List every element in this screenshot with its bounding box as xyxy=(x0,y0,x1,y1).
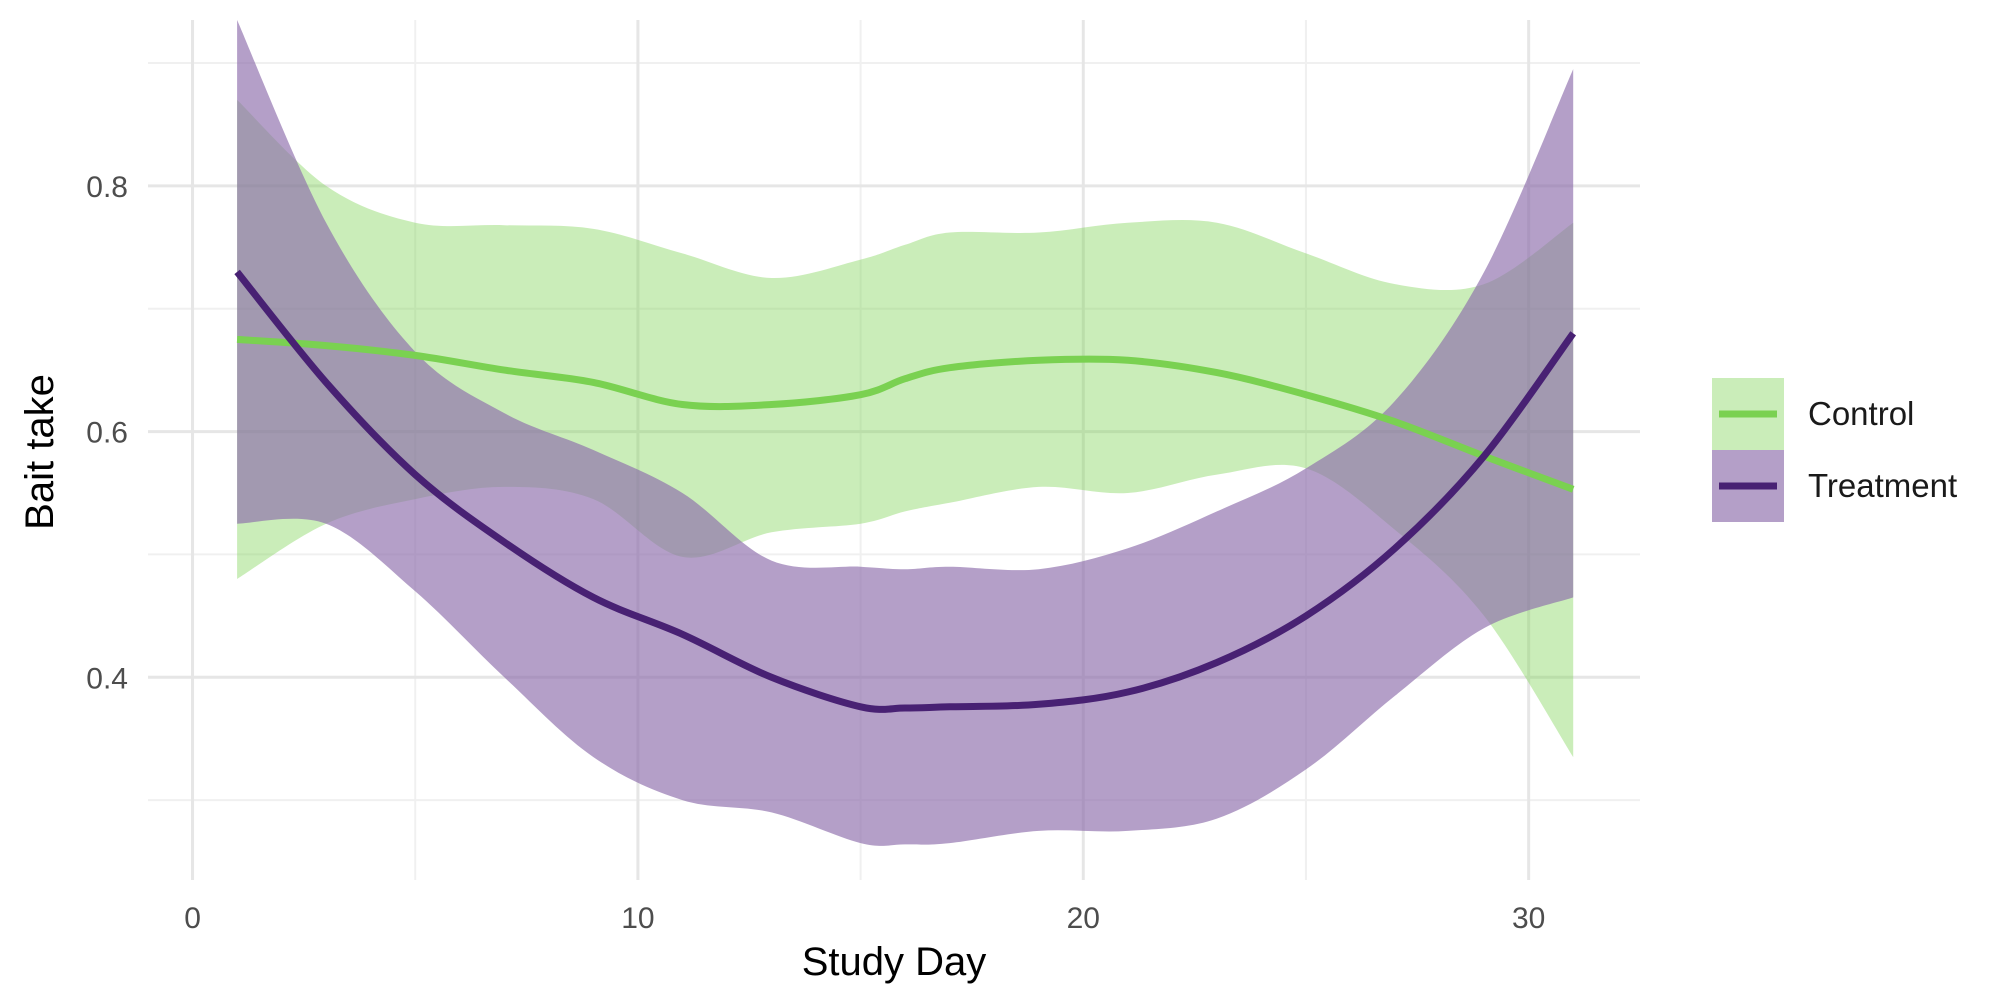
series-lines xyxy=(234,269,1577,713)
series-line-treatment xyxy=(234,269,1577,713)
x-tick-label: 30 xyxy=(1512,902,1545,935)
legend-label: Treatment xyxy=(1808,467,1957,504)
legend-item-treatment: Treatment xyxy=(1712,450,1957,522)
y-tick-label: 0.8 xyxy=(86,171,128,204)
series-line-control xyxy=(236,335,1575,493)
x-tick-label: 0 xyxy=(184,902,201,935)
legend-item-control: Control xyxy=(1712,378,1914,450)
confidence-bands xyxy=(237,20,1574,846)
x-axis-title: Study Day xyxy=(802,940,987,984)
y-tick-label: 0.4 xyxy=(86,662,128,695)
confidence-band-treatment xyxy=(237,20,1574,846)
y-axis-title: Bait take xyxy=(18,374,62,530)
y-tick-label: 0.6 xyxy=(86,417,128,450)
axis-tick-labels: 0 10 20 30 0.4 0.6 0.8 xyxy=(86,171,1545,935)
x-tick-label: 10 xyxy=(621,902,654,935)
x-tick-label: 20 xyxy=(1067,902,1100,935)
legend: Control Treatment xyxy=(1712,378,1957,522)
confidence-band-control xyxy=(237,99,1574,758)
legend-label: Control xyxy=(1808,395,1914,432)
